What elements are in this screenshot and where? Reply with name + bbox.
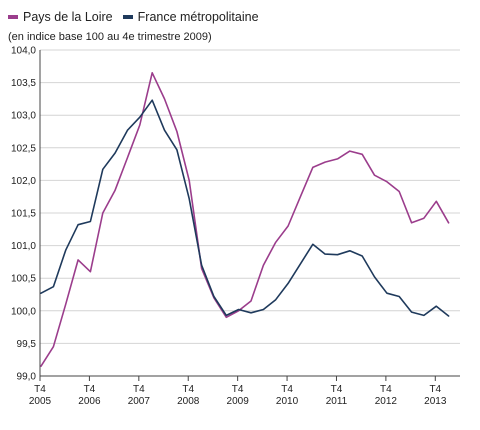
x-tick-label-quarter: T4 [34,384,46,395]
y-tick-label: 99,0 [17,372,37,383]
legend-label-france-metropolitaine: France métropolitaine [137,10,259,24]
legend-item-france-metropolitaine: France métropolitaine [122,10,259,24]
x-tick-label-year: 2005 [29,396,52,407]
x-tick-label-year: 2013 [424,396,447,407]
x-tick-label-quarter: T4 [232,384,244,395]
x-tick-label-year: 2010 [276,396,299,407]
y-tick-label: 101,0 [11,241,36,252]
x-tick-label-quarter: T4 [380,384,392,395]
x-tick-label-quarter: T4 [429,384,441,395]
series-line-france-metropolitaine [40,99,450,317]
x-tick-label-year: 2009 [227,396,250,407]
legend: Pays de la Loire France métropolitaine [8,10,269,24]
x-tick-label-year: 2007 [128,396,151,407]
series-line-pays-de-la-loire [40,72,450,368]
y-tick-label: 101,5 [11,209,36,220]
y-tick-label: 103,5 [11,78,36,89]
y-tick-label: 99,5 [17,339,37,350]
y-tick-label: 100,0 [11,306,36,317]
legend-item-pays-de-la-loire: Pays de la Loire [8,10,113,24]
x-tick-label-year: 2012 [375,396,398,407]
x-tick-label-quarter: T4 [281,384,293,395]
x-tick-label-quarter: T4 [182,384,194,395]
legend-swatch-france-metropolitaine [122,15,133,19]
x-tick-label-year: 2006 [78,396,101,407]
legend-swatch-pays-de-la-loire [8,15,18,19]
y-tick-label: 102,5 [11,143,36,154]
y-tick-label: 103,0 [11,111,36,122]
x-tick-label-year: 2008 [177,396,200,407]
x-tick-label-quarter: T4 [133,384,145,395]
y-tick-label: 102,0 [11,176,36,187]
x-tick-label-quarter: T4 [331,384,343,395]
y-tick-label: 100,5 [11,274,36,285]
legend-label-pays-de-la-loire: Pays de la Loire [23,10,113,24]
x-tick-label-year: 2011 [326,396,348,407]
chart-subtitle: (en indice base 100 au 4e trimestre 2009… [8,31,212,43]
y-tick-label: 104,0 [11,46,36,57]
x-tick-label-quarter: T4 [84,384,96,395]
